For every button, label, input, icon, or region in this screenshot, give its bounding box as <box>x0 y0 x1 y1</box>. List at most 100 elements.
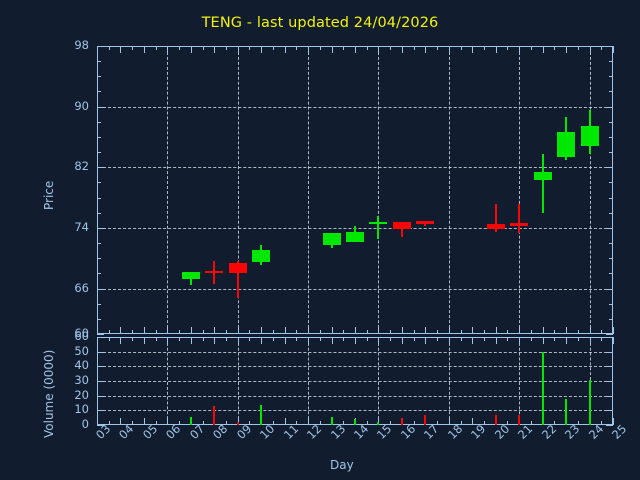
day-tick-top <box>355 46 356 53</box>
day-minor-tick-volume-top <box>296 337 298 341</box>
day-minor-tick-volume-top <box>460 337 462 341</box>
volume-tick-right <box>606 351 613 353</box>
day-tick <box>542 327 544 334</box>
price-tick <box>97 227 104 229</box>
day-tick <box>237 327 239 334</box>
day-tick-volume-top <box>97 337 98 344</box>
day-minor-tick <box>460 330 462 334</box>
day-tick-volume-top <box>120 337 122 344</box>
candle-body-day-13 <box>322 233 341 245</box>
volume-bar-day-10 <box>260 405 263 425</box>
day-tick-top <box>448 46 450 53</box>
day-tick-top <box>472 46 474 53</box>
volume-tick-label: 50 <box>74 343 89 358</box>
price-gridline <box>98 288 612 290</box>
day-tick <box>448 327 450 334</box>
day-minor-tick-volume-top <box>601 337 603 341</box>
day-minor-tick-volume-top <box>577 337 579 341</box>
day-minor-tick-top <box>484 46 485 50</box>
price-minor-tick <box>97 121 101 123</box>
day-tick <box>589 327 591 334</box>
day-tick <box>613 327 614 334</box>
day-tick-volume-top <box>331 337 333 344</box>
day-minor-tick-volume <box>155 421 157 425</box>
day-minor-tick-volume <box>390 421 392 425</box>
price-minor-tick <box>97 152 101 154</box>
day-tick <box>401 327 403 334</box>
day-minor-tick-top <box>413 46 415 50</box>
candle-wick-day-16 <box>400 221 403 237</box>
day-minor-tick-top <box>319 46 321 50</box>
day-tick-volume <box>613 418 614 425</box>
day-minor-tick <box>413 330 415 334</box>
candle-body-day-24 <box>580 126 599 147</box>
day-tick-volume-top <box>143 337 145 344</box>
candle-wick-day-22 <box>541 153 544 213</box>
candle-body-day-08 <box>205 271 224 274</box>
day-minor-tick-volume-top <box>272 337 274 341</box>
volume-tick-right <box>606 410 613 412</box>
volume-tick <box>97 381 104 382</box>
day-gridline-volume <box>448 338 450 424</box>
volume-bar-day-23 <box>565 398 568 425</box>
price-minor-tick <box>97 182 101 184</box>
price-tick-label: 66 <box>74 280 89 295</box>
price-tick-label: 60 <box>74 326 89 340</box>
day-minor-tick-top <box>272 46 274 50</box>
day-minor-tick-top <box>155 46 157 50</box>
price-minor-tick-right <box>609 121 613 123</box>
volume-tick <box>97 395 104 397</box>
day-minor-tick <box>554 330 556 334</box>
day-minor-tick <box>577 330 579 334</box>
day-minor-tick-volume <box>202 421 204 425</box>
day-minor-tick <box>507 330 509 334</box>
volume-tick-label: 60 <box>74 329 89 343</box>
price-minor-tick <box>97 318 101 320</box>
price-minor-tick-right <box>609 303 613 305</box>
price-minor-tick-right <box>609 91 613 93</box>
day-minor-tick-volume <box>108 421 110 425</box>
day-minor-tick-volume <box>460 421 462 425</box>
day-minor-tick-volume <box>226 421 227 425</box>
day-tick <box>190 327 192 334</box>
day-gridline <box>448 47 450 333</box>
price-tick <box>97 334 104 335</box>
price-minor-tick <box>97 243 101 245</box>
price-minor-tick <box>97 273 101 275</box>
day-gridline-volume <box>167 338 169 424</box>
day-minor-tick-top <box>226 46 227 50</box>
price-axis-title: Price <box>42 180 56 210</box>
day-minor-tick-volume-top <box>108 337 110 341</box>
price-minor-tick-right <box>609 136 613 138</box>
candle-body-day-20 <box>486 224 505 229</box>
volume-gridline <box>98 395 612 397</box>
day-tick-volume <box>308 418 310 425</box>
day-minor-tick-top <box>460 46 462 50</box>
price-minor-tick-right <box>609 152 613 154</box>
day-tick-volume <box>120 418 122 425</box>
day-minor-tick <box>179 330 181 334</box>
day-minor-tick-top <box>507 46 509 50</box>
day-tick-volume-top <box>401 337 403 344</box>
day-minor-tick-volume-top <box>249 337 251 341</box>
day-minor-tick-top <box>437 46 439 50</box>
day-tick <box>331 327 333 334</box>
candle-body-day-21 <box>510 223 529 227</box>
day-minor-tick <box>132 330 134 334</box>
price-minor-tick <box>97 303 101 305</box>
volume-bar-day-21 <box>518 415 521 425</box>
day-tick-volume-top <box>355 337 356 344</box>
day-minor-tick-top <box>390 46 392 50</box>
price-tick-right <box>606 106 613 108</box>
price-minor-tick-right <box>609 318 613 320</box>
day-gridline-volume <box>519 338 521 424</box>
day-minor-tick-volume-top <box>179 337 181 341</box>
day-minor-tick <box>601 330 603 334</box>
day-minor-tick-volume <box>179 421 181 425</box>
volume-bar-day-22 <box>541 351 544 425</box>
price-tick-right <box>606 167 613 169</box>
day-minor-tick-volume <box>319 421 321 425</box>
volume-bar-day-13 <box>330 416 333 425</box>
day-tick <box>308 327 310 334</box>
day-tick-volume-top <box>613 337 614 344</box>
